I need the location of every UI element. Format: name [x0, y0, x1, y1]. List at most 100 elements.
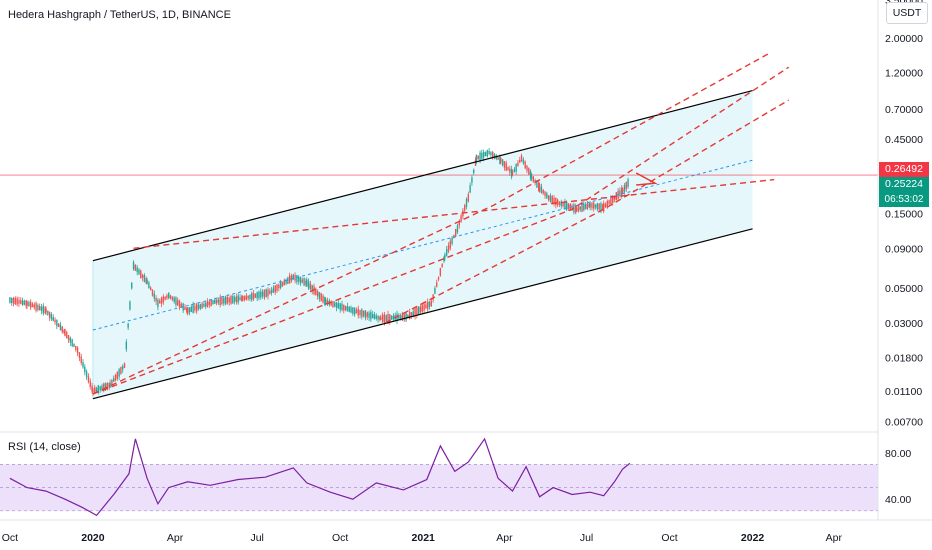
- candle-body-2019-12-21: [82, 362, 84, 368]
- candle-body-2020-10-05: [343, 304, 345, 311]
- candle-body-2020-12-31: [421, 305, 424, 312]
- candle-body-2021-05-24: [551, 196, 553, 204]
- candle-body-2021-07-24: [606, 200, 608, 208]
- candle-body-2020-07-11: [265, 289, 267, 298]
- candle-body-2020-12-19: [410, 312, 413, 317]
- candle-body-2021-06-05: [562, 202, 564, 207]
- candle-body-2020-07-21: [274, 285, 276, 293]
- x-tick-Apr-6: Apr: [496, 532, 513, 544]
- candle-body-2019-12-03: [66, 332, 68, 339]
- candle-body-2019-10-13: [20, 300, 22, 304]
- candle-body-2020-01-01: [92, 389, 94, 393]
- candle-body-2020-10-31: [366, 312, 368, 317]
- candle-body-2021-03-09: [482, 152, 485, 158]
- candle-body-2019-11-18: [52, 317, 54, 321]
- candle-body-2021-02-02: [451, 237, 453, 244]
- candle-body-2020-01-05: [95, 387, 98, 392]
- candle-body-2021-02-24: [471, 177, 473, 183]
- candle-body-2019-11-26: [59, 324, 62, 331]
- candle-body-2021-04-07: [509, 168, 511, 173]
- candle-body-2021-06-20: [575, 207, 578, 211]
- candle-body-2021-03-15: [488, 150, 490, 154]
- candle-body-2020-10-29: [364, 310, 367, 318]
- bar-countdown: 06:53:02: [879, 192, 929, 207]
- candle-body-2020-02-19: [136, 267, 138, 273]
- candle-body-2020-04-12: [184, 306, 186, 310]
- candle-body-2021-03-25: [497, 157, 499, 160]
- candle-body-2020-11-27: [390, 315, 393, 320]
- candle-body-2019-12-05: [67, 335, 70, 341]
- candle-body-2020-11-23: [387, 313, 389, 323]
- candle-body-2020-10-03: [341, 303, 343, 311]
- candle-body-2020-05-01: [201, 303, 203, 309]
- x-tick-Oct-4: Oct: [332, 532, 348, 544]
- candle-body-2020-05-29: [226, 297, 229, 304]
- candle-body-2020-05-31: [228, 297, 230, 303]
- candle-body-2020-05-15: [214, 299, 216, 304]
- candle-body-2021-04-28: [528, 168, 530, 175]
- price-pane[interactable]: [0, 52, 878, 400]
- candle-body-2021-06-15: [571, 205, 573, 211]
- candle-body-2021-01-24: [443, 257, 445, 262]
- candle-body-2020-10-09: [346, 306, 349, 312]
- rsi-tick-80.00: 80.00: [885, 448, 911, 460]
- candle-body-2021-01-31: [449, 240, 451, 249]
- candle-body-2020-03-25: [168, 292, 170, 299]
- y-tick-0.05000: 0.05000: [885, 283, 923, 295]
- candle-body-2020-04-25: [196, 303, 198, 312]
- candle-body-2020-01-17: [106, 383, 109, 389]
- candle-body-2019-11-03: [39, 306, 41, 311]
- candle-body-2020-11-19: [383, 314, 386, 323]
- candle-body-2021-02-20: [467, 194, 470, 202]
- candle-body-2019-11-14: [48, 311, 51, 318]
- candle-body-2020-01-03: [94, 387, 96, 394]
- candle-body-2021-04-24: [524, 161, 526, 169]
- candle-body-2019-11-28: [61, 326, 63, 333]
- rsi-pane[interactable]: [0, 431, 878, 517]
- candle-body-2021-06-09: [565, 201, 568, 210]
- y-tick-0.45000: 0.45000: [885, 134, 923, 146]
- candle-body-2021-07-20: [602, 203, 605, 212]
- candle-body-2019-12-07: [69, 337, 72, 343]
- candle-body-2021-03-03: [477, 155, 479, 160]
- candle-body-2020-10-11: [348, 306, 350, 312]
- candle-body-2021-06-24: [579, 206, 581, 210]
- candle-body-2021-02-06: [454, 229, 457, 237]
- candle-body-2020-11-06: [371, 314, 374, 319]
- candle-body-2021-01-27: [445, 249, 448, 256]
- candle-body-2020-01-20: [109, 382, 111, 388]
- candle-body-2020-08-24: [305, 280, 307, 285]
- candle-body-2020-09-21: [330, 301, 332, 306]
- candle-body-2020-10-15: [352, 307, 354, 314]
- candle-body-2020-11-02: [368, 312, 370, 318]
- candle-body-2020-05-03: [203, 303, 205, 307]
- candle-body-2020-04-02: [175, 297, 177, 305]
- candle-body-2020-10-23: [359, 310, 361, 316]
- candle-body-2020-10-01: [339, 303, 341, 310]
- candle-body-2019-10-03: [11, 297, 13, 303]
- x-tick-Apr-2: Apr: [167, 532, 184, 544]
- candle-body-2020-08-12: [294, 275, 296, 281]
- candle-body-2021-03-11: [484, 152, 487, 156]
- x-tick-2020-1: 2020: [81, 532, 105, 544]
- resistance-line: [133, 178, 775, 249]
- candle-body-2019-12-01: [64, 329, 66, 337]
- candle-body-2020-06-15: [242, 296, 244, 301]
- candle-body-2020-03-27: [169, 295, 172, 299]
- candle-body-2021-08-10: [621, 188, 624, 194]
- candle-body-2020-12-15: [407, 314, 409, 319]
- candle-body-2019-10-11: [18, 299, 20, 304]
- candle-body-2021-04-01: [503, 161, 506, 168]
- candle-body-2020-07-07: [261, 291, 264, 297]
- currency-selector[interactable]: USDT: [886, 2, 928, 24]
- candle-body-2019-11-16: [50, 314, 53, 320]
- candle-body-2020-02-03: [122, 366, 124, 370]
- candle-body-2020-11-08: [373, 314, 376, 320]
- candle-body-2020-10-25: [361, 309, 363, 317]
- candle-body-2021-06-03: [560, 201, 562, 207]
- candle-body-2019-10-30: [35, 302, 37, 311]
- candle-body-2020-09-10: [320, 293, 322, 302]
- candle-body-2020-05-07: [206, 300, 209, 308]
